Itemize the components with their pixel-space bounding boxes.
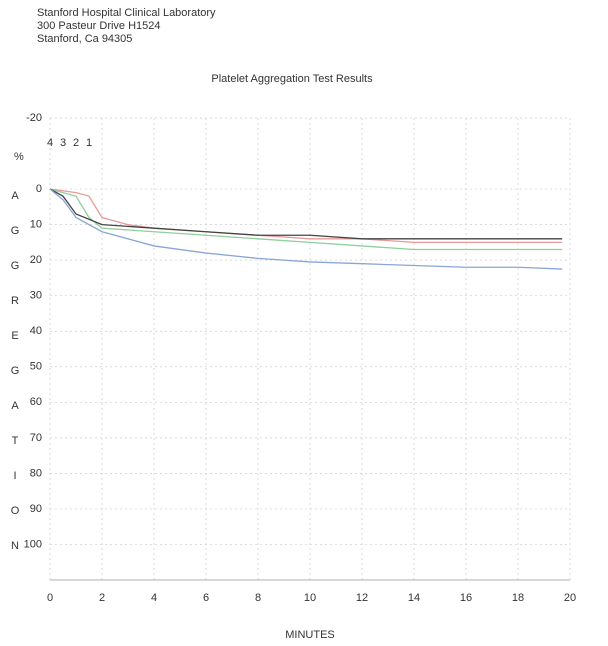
- y-tick-label: 30: [30, 290, 42, 302]
- series-line: [49, 188, 563, 240]
- y-unit: %: [14, 151, 24, 163]
- series-line: [49, 188, 563, 270]
- x-tick-label: 10: [304, 592, 316, 604]
- x-tick-label: 18: [512, 592, 524, 604]
- x-tick-label: 20: [564, 592, 576, 604]
- x-tick-label: 14: [408, 592, 420, 604]
- chart-title: Platelet Aggregation Test Results: [211, 73, 373, 85]
- y-tick-label: 0: [36, 183, 42, 195]
- x-tick-label: 16: [460, 592, 472, 604]
- header-line: Stanford, Ca 94305: [37, 33, 133, 45]
- legend-label: 4: [47, 137, 53, 149]
- y-tick-label: 40: [30, 325, 42, 337]
- header-line: Stanford Hospital Clinical Laboratory: [37, 7, 216, 19]
- y-tick-label: 90: [30, 503, 42, 515]
- series-line: [49, 188, 563, 251]
- legend-label: 3: [60, 137, 66, 149]
- header-line: 300 Pasteur Drive H1524: [37, 20, 161, 32]
- x-tick-label: 8: [255, 592, 261, 604]
- legend-label: 2: [73, 137, 79, 149]
- y-tick-label: 70: [30, 432, 42, 444]
- y-tick-label: 10: [30, 219, 42, 231]
- y-tick-label: -20: [26, 112, 42, 124]
- y-tick-label: 60: [30, 396, 42, 408]
- x-tick-label: 0: [47, 592, 53, 604]
- y-tick-label: 100: [24, 538, 42, 550]
- x-tick-label: 12: [356, 592, 368, 604]
- x-tick-label: 2: [99, 592, 105, 604]
- series-line: [49, 188, 563, 244]
- x-tick-label: 4: [151, 592, 157, 604]
- legend-label: 1: [86, 137, 92, 149]
- x-axis-label: MINUTES: [285, 629, 335, 641]
- y-axis-label: AGGREGATION: [9, 190, 21, 575]
- y-tick-label: 20: [30, 254, 42, 266]
- x-tick-label: 6: [203, 592, 209, 604]
- y-tick-label: 80: [30, 467, 42, 479]
- y-tick-label: 50: [30, 361, 42, 373]
